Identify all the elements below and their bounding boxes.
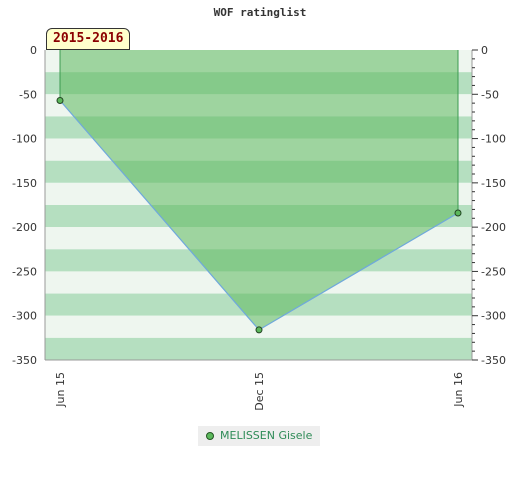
legend-marker-icon bbox=[206, 432, 214, 440]
x-tick-label: Dec 15 bbox=[253, 372, 266, 411]
y-tick-label-right: -200 bbox=[481, 221, 506, 234]
data-point bbox=[255, 326, 263, 334]
period-badge: 2015-2016 bbox=[46, 28, 131, 50]
x-tick-label: Jun 15 bbox=[54, 372, 67, 408]
y-tick-label-left: -50 bbox=[19, 88, 37, 101]
x-tick-label: Jun 16 bbox=[452, 372, 465, 408]
y-tick-label-right: -300 bbox=[481, 310, 506, 323]
y-axis-left: 0 -50 -100 -150 -200 -250 -300 -350 bbox=[12, 44, 37, 367]
y-tick-label-left: -250 bbox=[12, 265, 37, 278]
y-axis-right: 0 -50 -100 -150 -200 -250 -300 -350 bbox=[472, 44, 506, 367]
legend[interactable]: MELISSEN Gisele bbox=[198, 426, 321, 446]
axes bbox=[44, 50, 473, 361]
y-tick-label-right: -100 bbox=[481, 133, 506, 146]
data-points bbox=[56, 96, 462, 334]
y-tick-label-left: -150 bbox=[12, 177, 37, 190]
chart-title: WOF ratinglist bbox=[213, 6, 307, 19]
y-tick-label-right: 0 bbox=[481, 44, 488, 57]
y-tick-label-left: -100 bbox=[12, 133, 37, 146]
y-tick-label-right: -350 bbox=[481, 354, 506, 367]
y-tick-label-left: -300 bbox=[12, 310, 37, 323]
y-tick-label-left: 0 bbox=[30, 44, 37, 57]
data-point bbox=[454, 209, 462, 217]
background-band bbox=[45, 337, 472, 360]
y-tick-label-left: -350 bbox=[12, 354, 37, 367]
data-point bbox=[56, 96, 64, 104]
legend-label: MELISSEN Gisele bbox=[220, 429, 313, 442]
y-tick-label-right: -50 bbox=[481, 88, 499, 101]
y-tick-label-right: -250 bbox=[481, 265, 506, 278]
x-axis-labels: Jun 15 Dec 15 Jun 16 bbox=[54, 372, 465, 411]
y-tick-label-left: -200 bbox=[12, 221, 37, 234]
series-area-fill bbox=[60, 50, 458, 330]
y-tick-label-right: -150 bbox=[481, 177, 506, 190]
